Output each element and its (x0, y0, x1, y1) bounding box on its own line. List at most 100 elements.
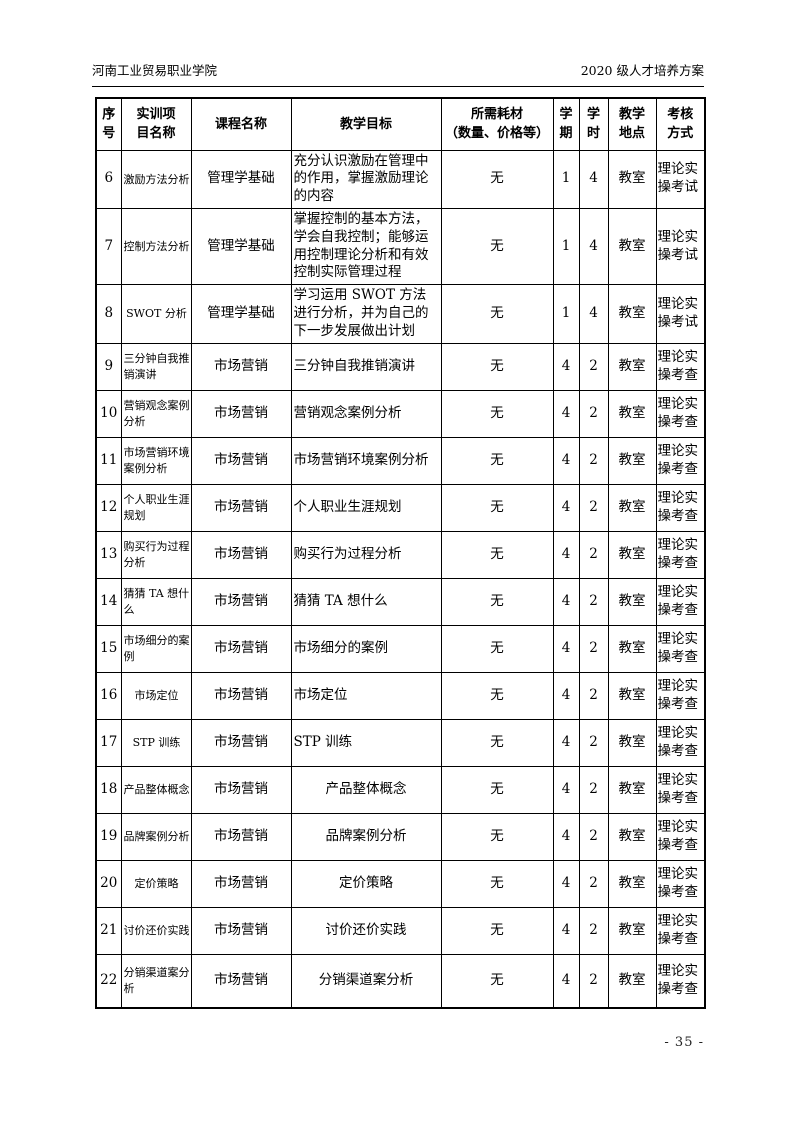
cell-location: 教室 (607, 953, 657, 1009)
cell-objective: 营销观念案例分析 (290, 389, 442, 438)
cell-assessment: 理论实操考查 (655, 906, 706, 955)
header-school-name: 河南工业贸易职业学院 (92, 63, 218, 78)
cell-semester: 4 (552, 671, 580, 720)
cell-location: 教室 (607, 624, 657, 673)
cell-course: 市场营销 (190, 718, 292, 767)
cell-objective: 分销渠道案分析 (290, 953, 442, 1009)
cell-assessment: 理论实操考试 (655, 284, 706, 344)
cell-objective: 市场定位 (290, 671, 442, 720)
cell-materials: 无 (440, 207, 554, 286)
cell-hours: 2 (578, 765, 609, 814)
cell-materials: 无 (440, 530, 554, 579)
table-row: 12 个人职业生涯规划 市场营销 个人职业生涯规划无 4 2 教室 理论实操考查 (95, 483, 706, 532)
cell-no: 16 (95, 671, 122, 720)
cell-hours: 4 (578, 207, 609, 286)
cell-no: 18 (95, 765, 122, 814)
cell-no: 8 (95, 284, 122, 344)
cell-project: 产品整体概念 (120, 765, 192, 814)
cell-semester: 4 (552, 389, 580, 438)
cell-materials: 无 (440, 624, 554, 673)
table-row: 13 购买行为过程分析 市场营销 购买行为过程分析无 4 2 教室 理论实操考查 (95, 530, 706, 579)
table-row: 21 讨价还价实践 市场营销 讨价还价实践无 4 2 教室 理论实操考查 (95, 906, 706, 955)
cell-objective: 充分认识激励在管理中的作用，掌握激励理论的内容 (290, 149, 442, 209)
cell-project: 讨价还价实践 (120, 906, 192, 955)
cell-semester: 4 (552, 953, 580, 1009)
cell-materials: 无 (440, 859, 554, 908)
cell-no: 13 (95, 530, 122, 579)
cell-objective: 产品整体概念 (290, 765, 442, 814)
cell-location: 教室 (607, 342, 657, 391)
cell-course: 市场营销 (190, 671, 292, 720)
cell-location: 教室 (607, 671, 657, 720)
cell-objective: 市场营销环境案例分析 (290, 436, 442, 485)
cell-project: 控制方法分析 (120, 207, 192, 286)
cell-project: 三分钟自我推销演讲 (120, 342, 192, 391)
page-number: - 35 - (664, 1035, 704, 1050)
cell-hours: 4 (578, 284, 609, 344)
cell-hours: 2 (578, 906, 609, 955)
cell-materials: 无 (440, 953, 554, 1009)
cell-project: 分销渠道案分析 (120, 953, 192, 1009)
cell-assessment: 理论实操考查 (655, 765, 706, 814)
cell-no: 10 (95, 389, 122, 438)
cell-assessment: 理论实操考查 (655, 624, 706, 673)
cell-no: 15 (95, 624, 122, 673)
cell-semester: 1 (552, 149, 580, 209)
cell-location: 教室 (607, 483, 657, 532)
cell-assessment: 理论实操考试 (655, 207, 706, 286)
cell-no: 20 (95, 859, 122, 908)
cell-location: 教室 (607, 765, 657, 814)
cell-semester: 1 (552, 284, 580, 344)
cell-project: 品牌案例分析 (120, 812, 192, 861)
cell-assessment: 理论实操考试 (655, 149, 706, 209)
cell-course: 市场营销 (190, 389, 292, 438)
cell-project: 营销观念案例分析 (120, 389, 192, 438)
cell-project: STP 训练 (120, 718, 192, 767)
cell-project: 市场细分的案例 (120, 624, 192, 673)
cell-objective: 个人职业生涯规划 (290, 483, 442, 532)
cell-semester: 4 (552, 624, 580, 673)
cell-project: SWOT 分析 (120, 284, 192, 344)
cell-location: 教室 (607, 718, 657, 767)
cell-assessment: 理论实操考查 (655, 436, 706, 485)
cell-hours: 2 (578, 530, 609, 579)
cell-hours: 2 (578, 436, 609, 485)
cell-project: 市场定位 (120, 671, 192, 720)
cell-location: 教室 (607, 577, 657, 626)
table-row: 17 STP 训练 市场营销 STP 训练无 4 2 教室 理论实操考查 (95, 718, 706, 767)
cell-objective: 市场细分的案例 (290, 624, 442, 673)
cell-course: 管理学基础 (190, 284, 292, 344)
table-row: 14 猜猜 TA 想什么 市场营销 猜猜 TA 想什么无 4 2 教室 理论实操考查 (95, 577, 706, 626)
table-body: 6 激励方法分析 管理学基础 充分认识激励在管理中的作用，掌握激励理论的内容无 1 4 教室… (95, 149, 706, 1009)
cell-materials: 无 (440, 389, 554, 438)
cell-semester: 4 (552, 859, 580, 908)
table-row: 15 市场细分的案例 市场营销 市场细分的案例无 4 2 教室 理论实操考查 (95, 624, 706, 673)
cell-location: 教室 (607, 149, 657, 209)
col-header-materials: 所需耗材 （数量、价格等） (440, 97, 554, 151)
cell-hours: 2 (578, 577, 609, 626)
cell-project: 定价策略 (120, 859, 192, 908)
cell-materials: 无 (440, 342, 554, 391)
cell-objective: STP 训练 (290, 718, 442, 767)
table-row: 10 营销观念案例分析 市场营销 营销观念案例分析无 4 2 教室 理论实操考查 (95, 389, 706, 438)
cell-course: 市场营销 (190, 483, 292, 532)
cell-objective: 定价策略 (290, 859, 442, 908)
cell-materials: 无 (440, 436, 554, 485)
cell-location: 教室 (607, 859, 657, 908)
table-row: 7 控制方法分析 管理学基础 掌握控制的基本方法，学会自我控制；能够运用控制理论分析和… (95, 207, 706, 286)
cell-course: 管理学基础 (190, 207, 292, 286)
cell-assessment: 理论实操考查 (655, 671, 706, 720)
cell-assessment: 理论实操考查 (655, 577, 706, 626)
cell-project: 激励方法分析 (120, 149, 192, 209)
cell-course: 市场营销 (190, 906, 292, 955)
cell-materials: 无 (440, 577, 554, 626)
cell-assessment: 理论实操考查 (655, 718, 706, 767)
cell-no: 7 (95, 207, 122, 286)
cell-objective: 猜猜 TA 想什么 (290, 577, 442, 626)
table-row: 8 SWOT 分析 管理学基础 学习运用 SWOT 方法进行分析，并为自己的下一步发展… (95, 284, 706, 344)
col-header-no: 序 号 (95, 97, 122, 151)
cell-location: 教室 (607, 530, 657, 579)
cell-materials: 无 (440, 149, 554, 209)
cell-materials: 无 (440, 765, 554, 814)
cell-course: 市场营销 (190, 530, 292, 579)
